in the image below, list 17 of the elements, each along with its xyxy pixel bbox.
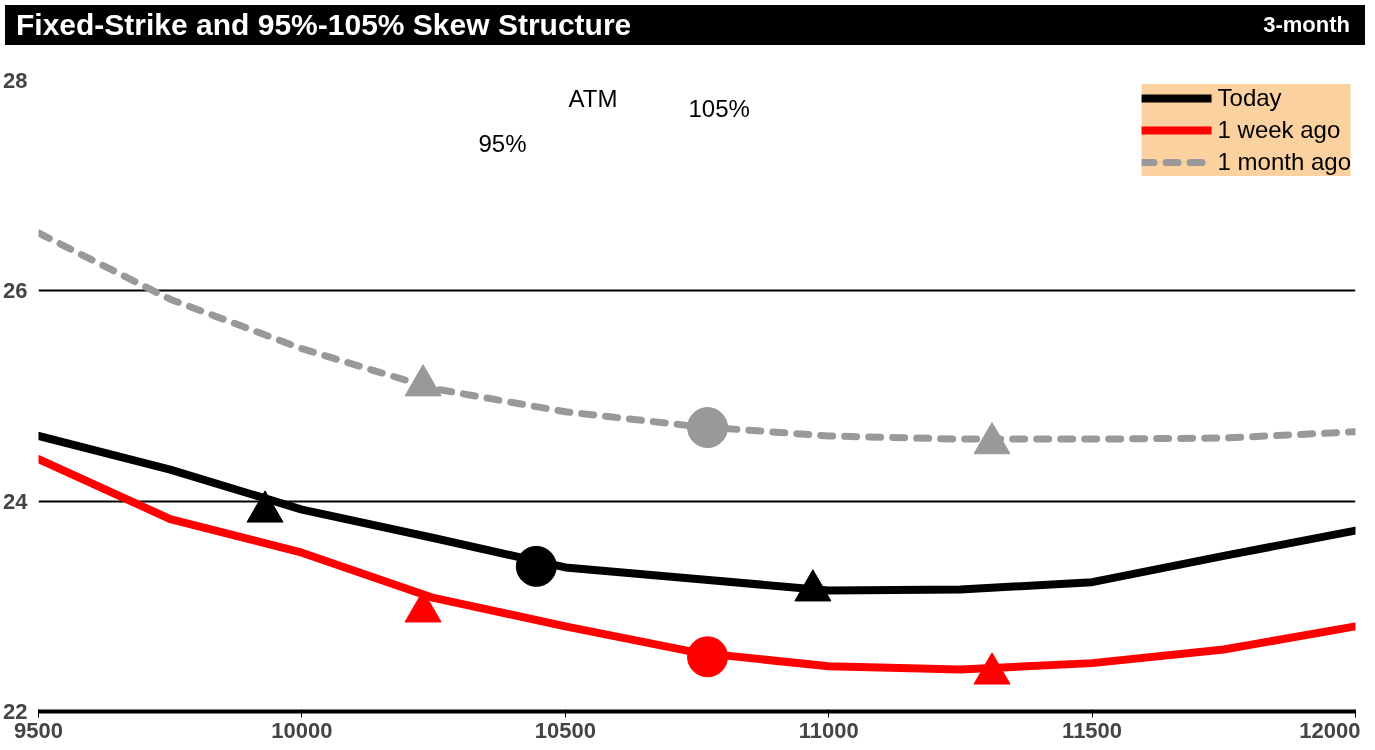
- chart-title: Fixed-Strike and 95%-105% Skew Structure: [15, 6, 633, 43]
- x-tick-label: 10000: [271, 717, 333, 743]
- y-tick-label: 24: [3, 488, 29, 514]
- x-tick-label: 11000: [798, 717, 859, 743]
- legend-label: Today: [1217, 84, 1282, 112]
- y-tick-label: 26: [3, 278, 28, 304]
- x-tick-label: 11500: [1062, 717, 1123, 743]
- y-tick-label: 28: [3, 68, 28, 93]
- y-tick-label: 22: [3, 699, 28, 724]
- legend-label: 1 week ago: [1217, 116, 1341, 144]
- chart-subtitle: 3-month: [1262, 11, 1351, 40]
- legend-label: 1 month ago: [1217, 148, 1351, 176]
- annotation: 105%: [688, 94, 750, 122]
- x-tick-label: 12000: [1299, 717, 1361, 743]
- annotation: ATM: [568, 84, 618, 112]
- x-tick-label: 10500: [534, 717, 596, 743]
- annotation: 95%: [478, 129, 527, 157]
